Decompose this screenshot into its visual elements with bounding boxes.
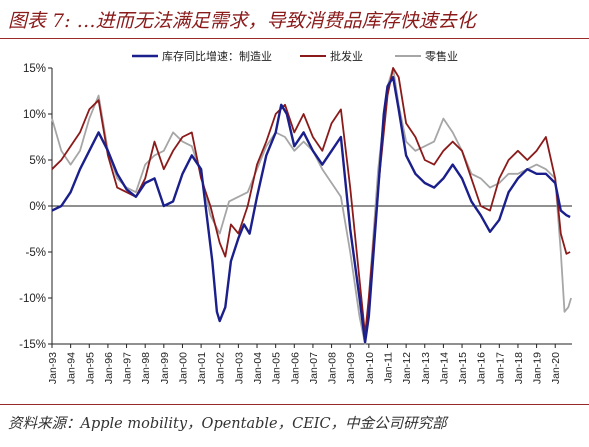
y-tick-label: -15% bbox=[19, 339, 46, 351]
x-tick-label: Jan-96 bbox=[103, 352, 115, 384]
x-tick-label: Jan-06 bbox=[289, 352, 301, 384]
y-tick-label: 5% bbox=[29, 155, 46, 167]
x-tick-label: Jan-17 bbox=[494, 352, 506, 384]
x-tick-label: Jan-14 bbox=[438, 352, 450, 384]
x-tick-label: Jan-03 bbox=[233, 352, 245, 384]
series-layer bbox=[51, 67, 572, 345]
y-tick-label: -5% bbox=[26, 247, 46, 259]
source-note: 资料来源：Apple mobility，Opentable，CEIC，中金公司研… bbox=[8, 416, 447, 432]
x-tick-label: Jan-20 bbox=[550, 352, 562, 384]
x-tick-label: Jan-95 bbox=[84, 352, 96, 384]
x-tick-label: Jan-11 bbox=[382, 352, 394, 383]
series-line-0 bbox=[51, 76, 571, 344]
line-chart: 15% 10% 5% 0% -5% -10% -15% Jan-93 Jan-94 Jan-95… bbox=[19, 49, 572, 384]
x-tick-label: Jan-08 bbox=[327, 352, 339, 384]
legend-label-2: 零售业 bbox=[425, 49, 458, 63]
legend-label-1: 批发业 bbox=[330, 49, 363, 63]
figure-title: 图表 7: …进而无法满足需求，导致消费品库存快速去化 bbox=[8, 10, 476, 32]
x-tick-label: Jan-97 bbox=[122, 352, 134, 384]
x-tick-label: Jan-18 bbox=[513, 352, 525, 384]
x-tick-label: Jan-01 bbox=[196, 352, 208, 384]
x-tick-label: Jan-99 bbox=[159, 352, 171, 384]
x-tick-label: Jan-12 bbox=[401, 352, 413, 384]
x-tick-label: Jan-16 bbox=[476, 352, 488, 384]
x-tick-label: Jan-02 bbox=[215, 352, 227, 384]
x-tick-label: Jan-04 bbox=[252, 352, 264, 384]
source-divider bbox=[0, 404, 589, 405]
title-divider bbox=[0, 38, 589, 39]
x-tick-label: Jan-15 bbox=[457, 352, 469, 384]
y-tick-label: -10% bbox=[19, 293, 46, 305]
y-tick-label: 15% bbox=[23, 63, 46, 75]
series-line-2 bbox=[51, 67, 572, 345]
x-tick-label: Jan-98 bbox=[140, 352, 152, 384]
y-axis: 15% 10% 5% 0% -5% -10% -15% bbox=[19, 63, 53, 351]
legend: 库存同比增速：制造业 批发业 零售业 bbox=[132, 49, 458, 63]
series-line-1 bbox=[51, 67, 571, 336]
x-tick-label: Jan-05 bbox=[271, 352, 283, 384]
x-tick-label: Jan-19 bbox=[532, 352, 544, 384]
x-tick-label: Jan-94 bbox=[66, 352, 78, 384]
y-tick-label: 10% bbox=[23, 109, 46, 121]
x-tick-label: Jan-07 bbox=[308, 352, 320, 384]
legend-label-0: 库存同比增速：制造业 bbox=[162, 49, 272, 63]
x-tick-label: Jan-93 bbox=[47, 352, 59, 384]
x-tick-label: Jan-00 bbox=[177, 352, 189, 384]
x-tick-label: Jan-13 bbox=[420, 352, 432, 384]
y-tick-label: 0% bbox=[29, 201, 46, 213]
x-axis: Jan-93 Jan-94 Jan-95 Jan-96 Jan-97 Jan-98 Jan-… bbox=[47, 205, 572, 384]
x-tick-label: Jan-10 bbox=[364, 352, 376, 384]
x-tick-label: Jan-09 bbox=[345, 352, 357, 384]
